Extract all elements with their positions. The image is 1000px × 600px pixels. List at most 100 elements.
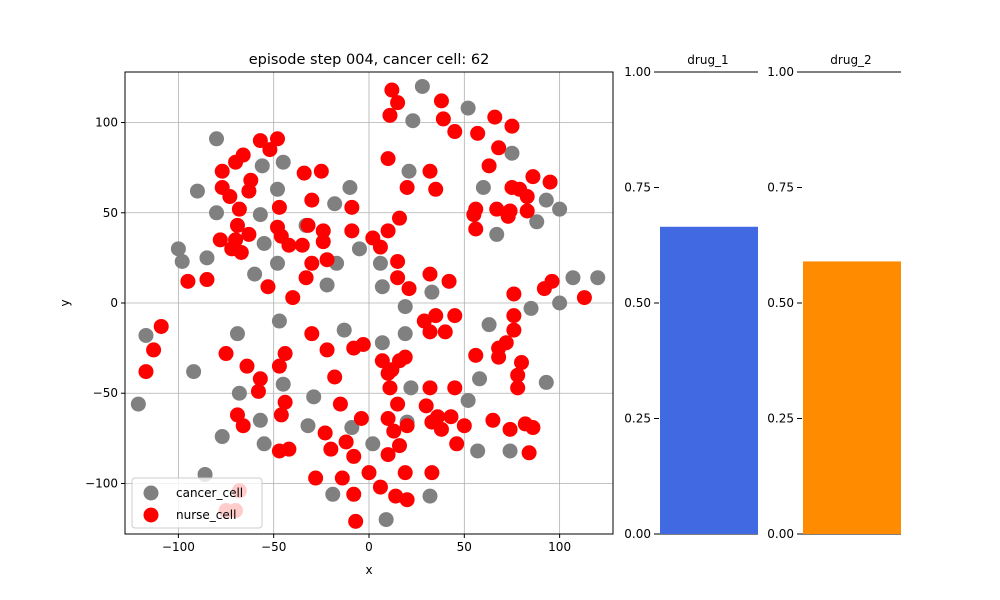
bar-y-tick-label: 1.00 (767, 65, 794, 79)
nurse-cell-point (392, 353, 407, 369)
legend: cancer_cell nurse_cell (131, 477, 263, 529)
nurse-cell-point (536, 281, 552, 297)
cancer-cell-point (538, 192, 554, 208)
nurse-cell-point (296, 165, 312, 181)
nurse-cell-point (388, 488, 404, 504)
nurse-cell-point (344, 199, 360, 215)
nurse-cell-point (344, 223, 360, 239)
nurse-cell-point (506, 308, 522, 324)
nurse-cell-point (449, 436, 465, 452)
nurse-cell-point (422, 266, 438, 282)
cancer-cell-point (504, 145, 520, 161)
nurse-cell-point (260, 279, 276, 295)
nurse-cell-point (300, 217, 316, 233)
nurse-cell-point (399, 418, 415, 434)
nurse-cell-point (576, 290, 592, 306)
nurse-cell-point (319, 252, 335, 268)
nurse-cell-point (380, 447, 396, 463)
nurse-cell-point (212, 232, 228, 248)
cancer-cell-point (199, 250, 215, 266)
legend-label-cancer-cell: cancer_cell (176, 486, 243, 500)
nurse-cell-point (372, 479, 388, 495)
nurse-cell-point (384, 82, 400, 98)
scatter-plot: −100 −50 0 50 100 −100 −50 0 50 100 episode step … (58, 52, 614, 577)
bar-ticks-drug-2: 0.00 0.25 0.50 0.75 1.00 (767, 65, 802, 541)
cancer-cell-point (270, 255, 285, 271)
nurse-cell-point (372, 239, 388, 255)
nurse-cell-point (348, 513, 364, 529)
nurse-cell-point (252, 133, 268, 149)
nurse-cell-point (327, 369, 343, 385)
nurse-cell-point (317, 425, 333, 441)
nurse-cell-point (218, 346, 234, 362)
nurse-cell-point (241, 226, 257, 242)
nurse-cell-point (262, 142, 278, 158)
nurse-cell-point (542, 174, 558, 190)
cancer-cell-point (424, 284, 440, 300)
y-axis-label: y (58, 299, 72, 306)
nurse-cell-point (433, 93, 449, 109)
cancer-cell-point (403, 380, 419, 396)
nurse-cell-point (399, 492, 415, 508)
nurse-cell-point (447, 308, 463, 324)
nurse-cell-point (498, 335, 514, 351)
nurse-cell-point (138, 364, 154, 380)
bar-y-tick-label: 1.00 (624, 65, 651, 79)
cancer-cell-point (372, 255, 388, 271)
y-tick-label: −50 (93, 386, 118, 400)
nurse-cell-point (304, 326, 320, 342)
nurse-cell-point (399, 180, 415, 195)
nurse-cell-point (241, 183, 257, 199)
nurse-cell-point (521, 445, 537, 461)
nurse-cell-point (180, 273, 196, 289)
bar-y-tick-label: 0.50 (624, 296, 651, 310)
nurse-cell-point (361, 465, 377, 481)
nurse-cell-point (277, 346, 293, 362)
legend-marker-nurse-cell (143, 507, 159, 523)
cancer-cell-point (374, 279, 390, 295)
nurse-cell-point (353, 411, 369, 426)
cancer-cell-point (401, 163, 417, 179)
nurse-cell-point (374, 353, 390, 369)
cancer-cell-point (590, 270, 606, 286)
nurse-cell-point (418, 398, 434, 414)
nurse-cell-point (315, 234, 331, 250)
nurse-cell-point (485, 412, 501, 428)
cancer-cell-point (252, 412, 268, 428)
cancer-cell-point (327, 196, 343, 212)
cancer-cell-point (270, 181, 285, 197)
nurse-cell-point (308, 470, 324, 486)
nurse-cell-point (250, 383, 266, 399)
cancer-cell-point (186, 364, 202, 380)
nurse-cell-point (428, 181, 444, 197)
cancer-cell-point (174, 253, 190, 269)
nurse-cell-point (491, 349, 507, 365)
cancer-cell-point (138, 327, 154, 343)
nurse-cell-point (380, 365, 396, 381)
nurse-cell-point (239, 358, 255, 374)
bar-drug-1 (660, 226, 758, 534)
cancer-cell-point (209, 205, 224, 221)
bar-y-tick-label: 0.25 (767, 412, 794, 426)
scatter-points (130, 78, 606, 529)
cancer-cell-point (502, 443, 518, 459)
nurse-cell-point (386, 423, 402, 439)
cancer-cell-point (275, 154, 291, 170)
cancer-cell-point (275, 376, 291, 392)
nurse-cell-point (525, 420, 541, 436)
cancer-cell-point (231, 385, 247, 401)
nurse-cell-point (346, 448, 362, 464)
nurse-cell-point (491, 140, 507, 156)
nurse-cell-point (470, 125, 486, 141)
nurse-cell-point (346, 486, 362, 502)
nurse-cell-point (233, 244, 249, 260)
nurse-cell-point (380, 151, 396, 167)
cancer-cell-point (374, 335, 390, 351)
nurse-cell-point (390, 270, 406, 286)
nurse-cell-point (380, 411, 396, 426)
nurse-cell-point (153, 318, 169, 334)
nurse-cell-point (504, 180, 520, 195)
bar-y-tick-label: 0.50 (767, 296, 794, 310)
nurse-cell-point (433, 421, 449, 437)
cancer-cell-point (189, 183, 205, 199)
